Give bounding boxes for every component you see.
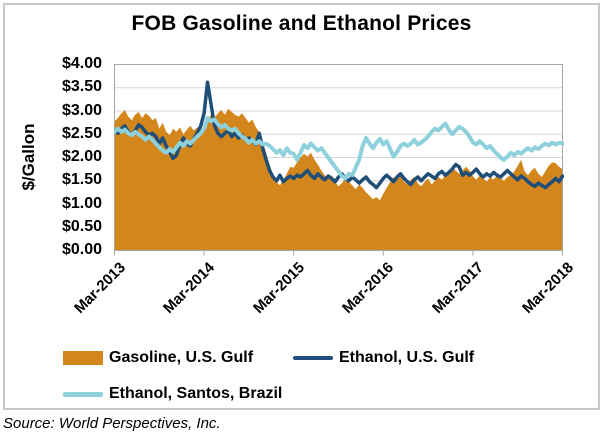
y-axis-tick-label: $3.50 bbox=[61, 78, 102, 96]
x-axis-tick-label: Mar-2016 bbox=[339, 259, 398, 318]
legend-label-gasoline: Gasoline, U.S. Gulf bbox=[109, 349, 254, 366]
source-note: Source: World Perspectives, Inc. bbox=[3, 415, 221, 432]
series-line-ethanol-santos-brazil bbox=[114, 116, 564, 181]
x-axis-tick-label: Mar-2018 bbox=[518, 259, 577, 318]
y-axis-tick-label: $0.00 bbox=[61, 241, 102, 258]
legend-label-ethanol-us: Ethanol, U.S. Gulf bbox=[339, 349, 475, 366]
chart-frame: FOB Gasoline and Ethanol Prices $/Gallon… bbox=[3, 3, 600, 410]
legend-item-ethanol-brazil: Ethanol, Santos, Brazil bbox=[63, 383, 282, 405]
price-chart-plot bbox=[114, 64, 564, 256]
chart-title: FOB Gasoline and Ethanol Prices bbox=[131, 12, 472, 35]
legend-item-gasoline: Gasoline, U.S. Gulf bbox=[63, 347, 253, 369]
y-axis-tick-label: $0.50 bbox=[61, 217, 102, 235]
y-axis-tick-labels: $4.00 $3.50 $3.00 $2.50 $2.00 $1.50 $1.00 $0.50… bbox=[5, 5, 108, 408]
legend-item-ethanol-us: Ethanol, U.S. Gulf bbox=[293, 347, 474, 369]
x-axis-tick-label: Mar-2017 bbox=[428, 259, 487, 318]
legend-label-ethanol-brazil: Ethanol, Santos, Brazil bbox=[109, 385, 283, 402]
y-axis-tick-label: $2.00 bbox=[61, 148, 102, 165]
series-area-gasoline bbox=[114, 108, 563, 251]
y-axis-tick-label: $1.00 bbox=[61, 194, 102, 212]
y-axis-tick-label: $4.00 bbox=[61, 55, 102, 72]
gasoline-area-swatch-icon bbox=[63, 351, 103, 365]
plot-frame bbox=[114, 64, 563, 251]
x-axis-tick-label: Mar-2014 bbox=[160, 259, 219, 318]
y-axis-tick-label: $3.00 bbox=[61, 101, 102, 119]
ethanol-brazil-line-swatch-icon bbox=[63, 391, 103, 397]
y-axis-tick-label: $1.50 bbox=[61, 171, 102, 189]
ethanol-us-line-swatch-icon bbox=[293, 356, 333, 360]
x-axis-tick-label: Mar-2015 bbox=[249, 259, 308, 318]
y-axis-tick-label: $2.50 bbox=[61, 124, 102, 142]
